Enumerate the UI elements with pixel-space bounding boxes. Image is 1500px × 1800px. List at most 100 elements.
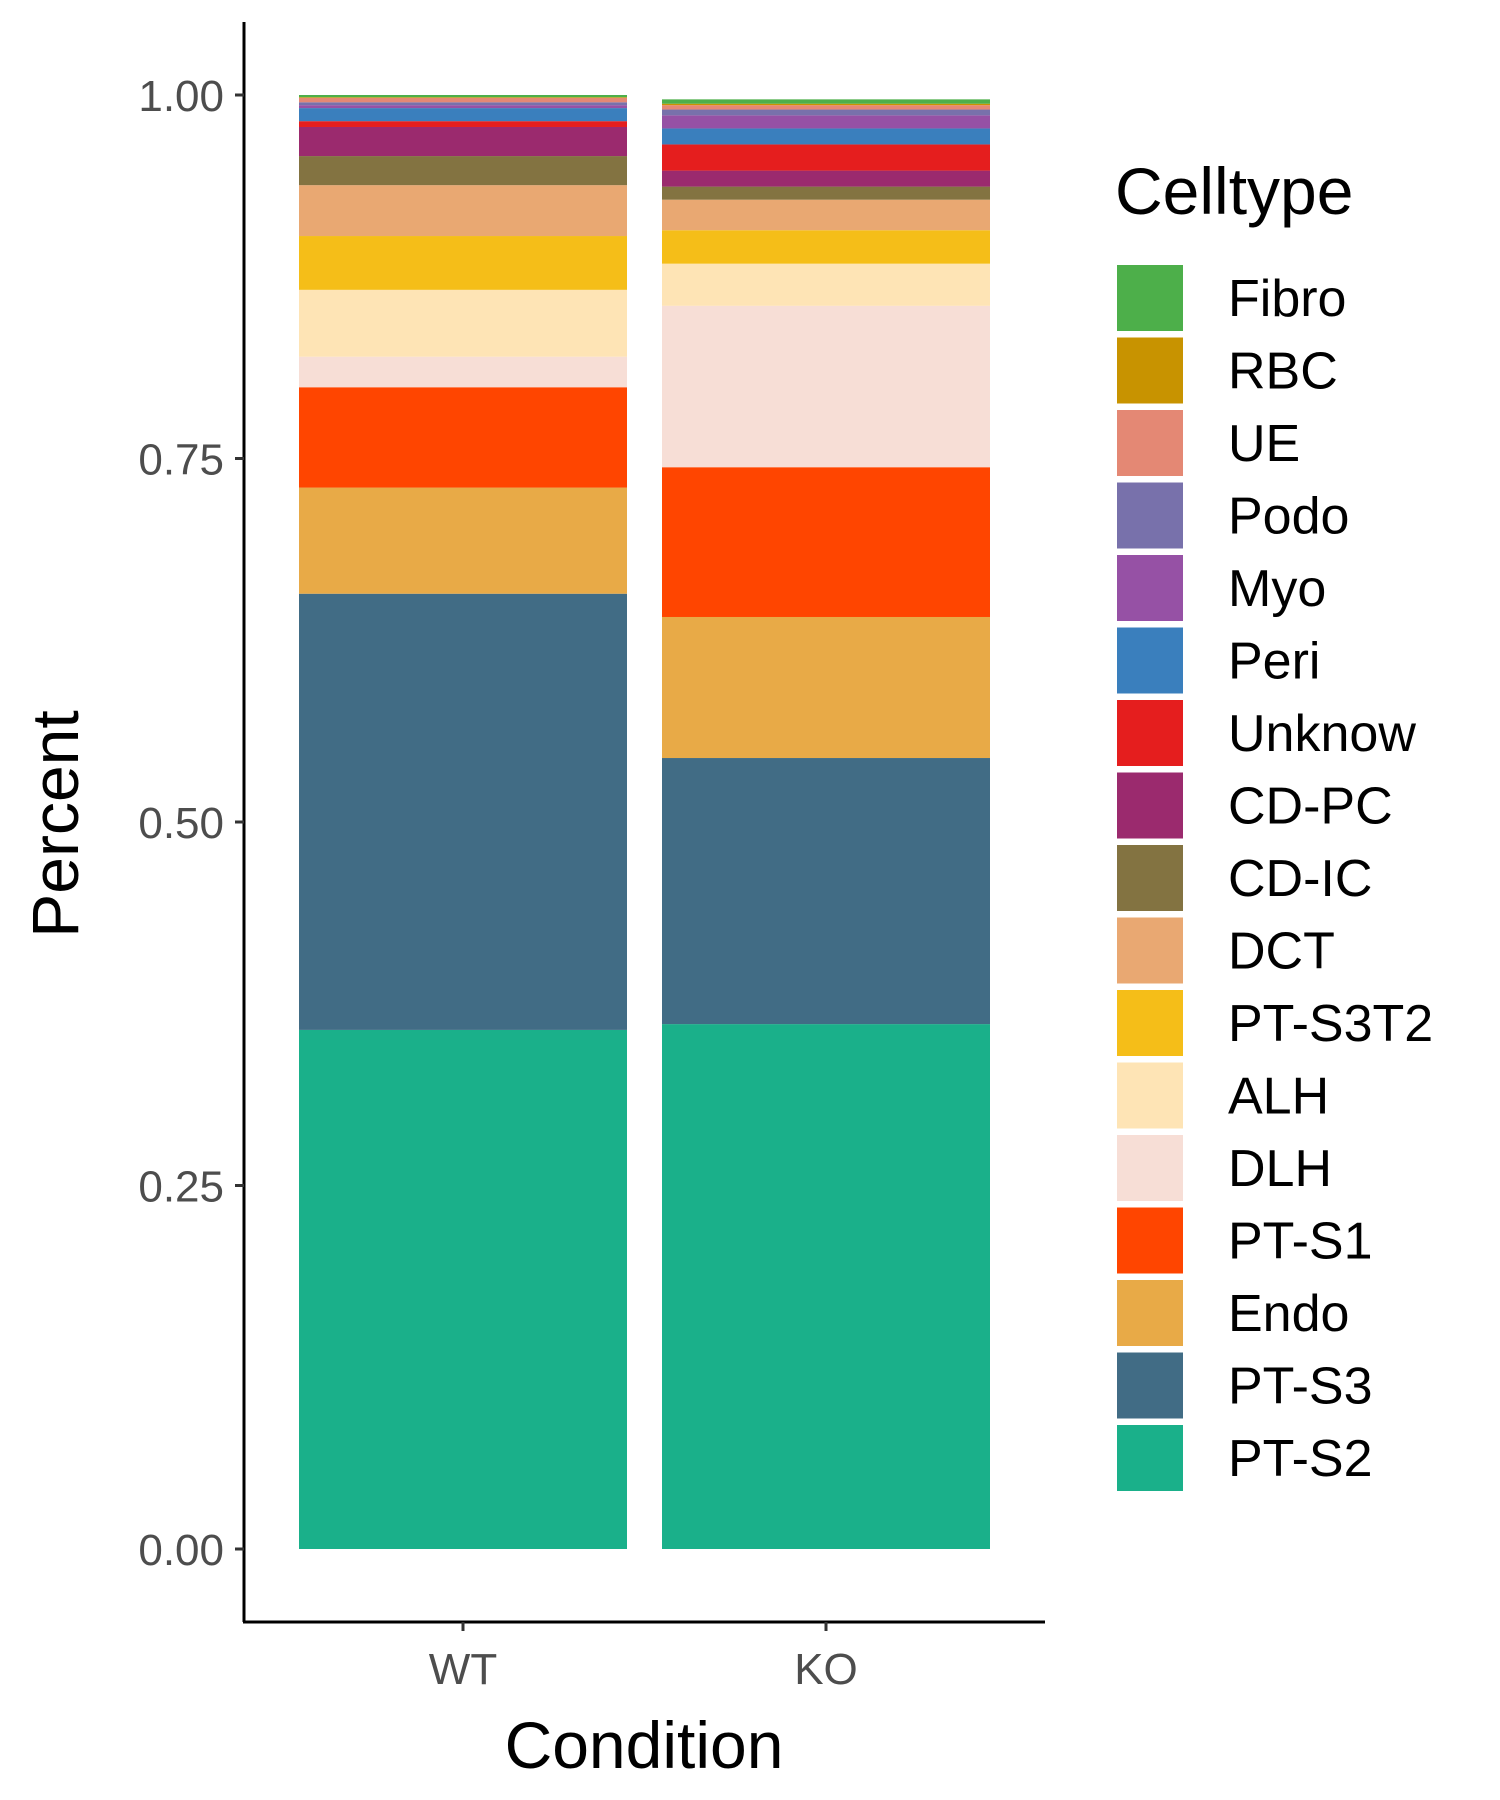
- legend-swatch: [1117, 410, 1183, 476]
- bars-layer: [299, 95, 990, 1549]
- bar-segment-wt-unknow: [299, 121, 627, 127]
- legend-item-podo: Podo: [1117, 482, 1349, 549]
- legend-label: Endo: [1228, 1285, 1349, 1343]
- legend-swatch: [1117, 337, 1183, 404]
- legend-label: PT-S1: [1228, 1213, 1373, 1271]
- bar-segment-ko-rbc: [662, 103, 990, 106]
- bar-segment-wt-dct: [299, 185, 627, 237]
- y-axis-title: Percent: [18, 710, 92, 937]
- bar-segment-wt-myo: [299, 105, 627, 109]
- legend-label: PT-S3T2: [1228, 995, 1433, 1053]
- bar-stack-wt: [299, 95, 627, 1549]
- legend-item-peri: Peri: [1117, 627, 1320, 694]
- legend-label: UE: [1228, 415, 1300, 473]
- x-tick-label: WT: [429, 1645, 497, 1694]
- bar-segment-wt-pt-s3t2: [299, 236, 627, 290]
- legend-item-pt-s1: PT-S1: [1117, 1207, 1373, 1274]
- bar-segment-ko-endo: [662, 616, 990, 759]
- legend-item-cd-pc: CD-PC: [1117, 772, 1393, 839]
- y-tick-label: 0.75: [138, 436, 224, 485]
- legend-swatch: [1117, 1425, 1183, 1491]
- bar-segment-ko-pt-s1: [662, 467, 990, 617]
- legend-item-unknow: Unknow: [1117, 700, 1416, 766]
- legend-label: Unknow: [1228, 705, 1416, 763]
- bar-segment-ko-pt-s2: [662, 1024, 990, 1549]
- bar-segment-wt-cd-ic: [299, 156, 627, 186]
- y-tick-label: 1.00: [138, 72, 224, 121]
- bar-segment-wt-fibro: [299, 95, 627, 98]
- legend-label: Podo: [1228, 488, 1349, 546]
- legend-swatch: [1117, 1280, 1183, 1346]
- legend-swatch: [1117, 265, 1183, 331]
- bar-segment-wt-pt-s1: [299, 387, 627, 488]
- y-tick-label: 0.25: [138, 1163, 224, 1212]
- legend-item-endo: Endo: [1117, 1280, 1349, 1346]
- legend-label: Myo: [1228, 560, 1326, 618]
- legend-swatch: [1117, 482, 1183, 549]
- y-tick-label: 0.00: [138, 1526, 224, 1575]
- legend-swatch: [1117, 1352, 1183, 1419]
- legend-item-cd-ic: CD-IC: [1117, 845, 1372, 911]
- legend-item-pt-s3t2: PT-S3T2: [1117, 990, 1433, 1056]
- legend-label: RBC: [1228, 343, 1338, 401]
- legend-item-ue: UE: [1117, 410, 1300, 476]
- legend-item-pt-s3: PT-S3: [1117, 1352, 1373, 1419]
- y-tick-label: 0.50: [138, 799, 224, 848]
- legend-swatch: [1117, 1207, 1183, 1274]
- bar-segment-ko-unknow: [662, 144, 990, 171]
- bar-segment-ko-cd-ic: [662, 186, 990, 200]
- legend-swatch: [1117, 772, 1183, 839]
- bar-segment-ko-dlh: [662, 305, 990, 468]
- bar-segment-ko-fibro: [662, 99, 990, 104]
- bar-segment-wt-alh: [299, 289, 627, 357]
- bar-segment-ko-cd-pc: [662, 170, 990, 187]
- bar-segment-ko-podo: [662, 109, 990, 116]
- bar-segment-wt-podo: [299, 102, 627, 106]
- bar-segment-wt-pt-s2: [299, 1029, 627, 1549]
- legend-swatch: [1117, 627, 1183, 694]
- legend-item-fibro: Fibro: [1117, 265, 1346, 331]
- legend-title: Celltype: [1115, 154, 1353, 228]
- bar-segment-ko-peri: [662, 128, 990, 145]
- bar-segment-wt-dlh: [299, 356, 627, 388]
- legend-swatch: [1117, 1062, 1183, 1129]
- legend-item-rbc: RBC: [1117, 337, 1338, 404]
- bar-segment-ko-myo: [662, 115, 990, 129]
- legend-label: DLH: [1228, 1140, 1332, 1198]
- bar-segment-ko-ue: [662, 105, 990, 110]
- legend-swatch: [1117, 845, 1183, 911]
- bar-segment-wt-rbc: [299, 97, 627, 98]
- legend-swatch: [1117, 700, 1183, 766]
- legend-label: CD-IC: [1228, 850, 1372, 908]
- legend-item-myo: Myo: [1117, 555, 1326, 621]
- legend-label: Peri: [1228, 633, 1320, 691]
- bar-segment-ko-pt-s3: [662, 758, 990, 1025]
- legend-swatch: [1117, 1135, 1183, 1201]
- legend-item-pt-s2: PT-S2: [1117, 1425, 1373, 1491]
- legend-swatch: [1117, 990, 1183, 1056]
- legend-label: CD-PC: [1228, 778, 1393, 836]
- legend-label: DCT: [1228, 923, 1335, 981]
- x-ticks-layer: WT KO: [429, 1622, 858, 1694]
- legend-label: PT-S2: [1228, 1430, 1373, 1488]
- legend-label: ALH: [1228, 1068, 1329, 1126]
- bar-segment-wt-peri: [299, 108, 627, 122]
- legend-item-dlh: DLH: [1117, 1135, 1332, 1201]
- legend-item-dct: DCT: [1117, 917, 1335, 984]
- x-tick-label: KO: [794, 1645, 858, 1694]
- y-ticks-layer: 0.00 0.25 0.50 0.75 1.00: [138, 72, 244, 1575]
- bar-stack-ko: [662, 99, 990, 1549]
- x-axis-title: Condition: [505, 1708, 784, 1782]
- legend-label: Fibro: [1228, 270, 1346, 328]
- bar-segment-ko-pt-s3t2: [662, 230, 990, 264]
- legend: Fibro RBC UE Podo Myo Peri Unknow CD-PC CD-IC DCT…: [1117, 265, 1433, 1491]
- legend-item-alh: ALH: [1117, 1062, 1329, 1129]
- legend-swatch: [1117, 555, 1183, 621]
- bar-segment-wt-pt-s3: [299, 593, 627, 1030]
- legend-label: PT-S3: [1228, 1358, 1373, 1416]
- bar-segment-ko-dct: [662, 199, 990, 231]
- legend-swatch: [1117, 917, 1183, 984]
- bar-segment-ko-alh: [662, 263, 990, 306]
